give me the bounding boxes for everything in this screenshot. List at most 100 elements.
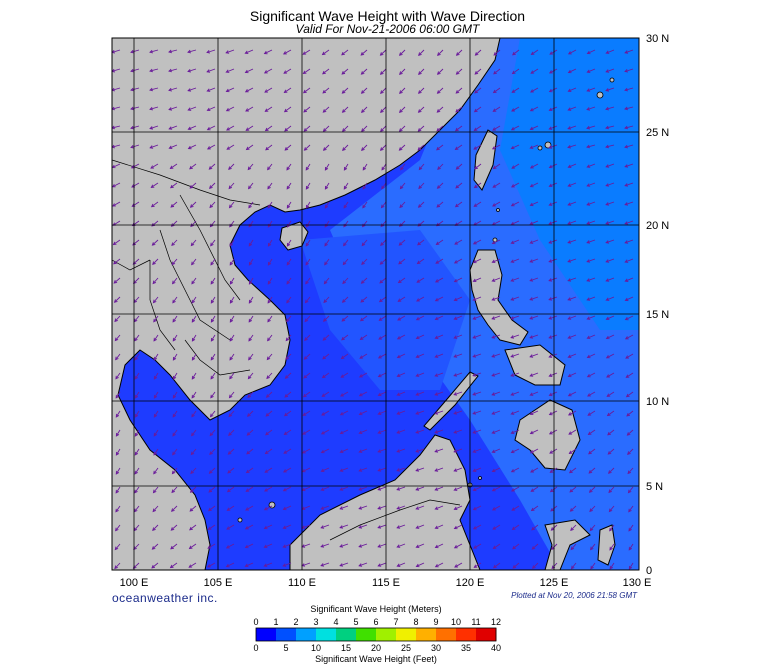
wave-arrow	[283, 467, 292, 473]
wave-arrow	[377, 353, 387, 359]
wave-arrow	[454, 239, 463, 245]
wave-arrow	[586, 201, 596, 206]
wave-arrow	[320, 448, 330, 454]
wave-arrow	[510, 296, 520, 301]
wave-arrow	[152, 486, 159, 494]
wave-arrow	[302, 391, 311, 398]
wave-arrow	[415, 562, 425, 568]
wave-arrow	[247, 163, 254, 171]
wave-arrow	[396, 372, 406, 378]
wave-arrow	[339, 543, 349, 548]
wave-arrow	[381, 182, 387, 190]
wave-arrow	[434, 315, 444, 321]
wave-arrow	[455, 87, 463, 94]
wave-arrow	[244, 87, 254, 93]
colorbar-meter-tick: 12	[491, 617, 501, 627]
colorbar-segment	[316, 628, 337, 641]
wave-arrow	[282, 505, 292, 511]
wave-arrow	[417, 125, 425, 132]
wave-arrow	[434, 505, 444, 510]
wave-arrow	[586, 106, 596, 111]
wave-arrow	[511, 87, 520, 93]
wave-arrow	[512, 543, 520, 550]
wave-arrow	[153, 410, 159, 418]
wave-arrow	[587, 391, 596, 397]
wave-arrow	[453, 372, 463, 377]
wave-arrow	[210, 391, 216, 399]
wave-arrow	[191, 315, 197, 323]
wave-arrow	[434, 486, 444, 491]
wave-arrow	[358, 410, 368, 416]
country-borders	[112, 159, 461, 541]
wave-arrow	[358, 448, 368, 453]
wave-arrow	[324, 239, 330, 247]
wave-zone-center	[300, 230, 470, 390]
wave-arrow	[150, 182, 159, 188]
wave-arrow	[324, 182, 330, 190]
colorbar-feet-tick: 25	[401, 643, 411, 653]
wave-arrow	[248, 353, 254, 361]
wave-arrow	[226, 524, 235, 530]
wave-arrow	[472, 429, 482, 434]
wave-arrow	[587, 410, 596, 416]
wave-arrow	[210, 277, 216, 285]
wave-arrow	[567, 239, 577, 244]
wave-arrow	[453, 258, 463, 264]
wave-arrow	[605, 68, 615, 73]
map-area	[112, 38, 639, 570]
wave-arrow	[510, 125, 520, 131]
wave-arrow	[190, 448, 197, 456]
wave-arrow	[191, 410, 197, 418]
wave-arrow	[437, 49, 444, 56]
colorbar	[255, 627, 497, 642]
wave-arrow	[529, 182, 539, 188]
wave-arrow	[283, 106, 292, 113]
wave-arrow	[474, 68, 482, 75]
wave-arrow	[191, 353, 197, 361]
wave-arrow	[360, 87, 368, 94]
wave-arrow	[472, 296, 482, 301]
wave-arrow	[624, 125, 634, 130]
wave-arrow	[282, 486, 292, 492]
wave-arrow	[530, 467, 539, 473]
taiwan-island	[473, 129, 498, 191]
wave-arrow	[209, 182, 216, 189]
wave-arrow	[225, 106, 235, 112]
wave-arrow	[398, 125, 406, 132]
wave-arrow	[472, 315, 482, 320]
wave-arrow	[303, 106, 311, 113]
wave-arrow	[608, 486, 615, 494]
colorbar-feet-tick: 5	[283, 643, 288, 653]
wave-arrow	[149, 68, 159, 73]
wave-arrow	[434, 467, 444, 472]
wave-arrow	[454, 562, 463, 568]
wave-arrow	[624, 106, 634, 111]
wave-arrow	[628, 543, 634, 551]
wave-arrow	[512, 49, 520, 56]
wave-arrow	[187, 87, 197, 92]
wave-arrow	[112, 182, 121, 188]
wave-arrow	[434, 429, 444, 434]
wave-arrow	[567, 296, 577, 301]
wave-arrow	[153, 429, 159, 437]
wave-arrow	[282, 562, 292, 567]
wave-arrow	[170, 201, 178, 208]
wave-arrow	[605, 239, 615, 244]
wave-arrow	[362, 163, 368, 171]
wave-arrow	[172, 448, 178, 456]
wave-arrow	[187, 68, 197, 73]
wave-arrow	[380, 87, 387, 94]
wave-arrow	[605, 106, 615, 111]
brand-logo: oceanweather inc.	[112, 591, 218, 605]
wave-arrow	[531, 543, 539, 550]
wave-arrow	[567, 163, 577, 169]
wave-arrow	[320, 486, 330, 491]
wave-arrow	[491, 296, 501, 301]
wave-arrow	[229, 372, 235, 380]
wave-arrow	[130, 125, 140, 130]
wave-arrow	[377, 486, 387, 491]
wave-arrow	[322, 106, 330, 113]
wave-arrow	[229, 334, 235, 342]
wave-arrow	[149, 106, 159, 111]
